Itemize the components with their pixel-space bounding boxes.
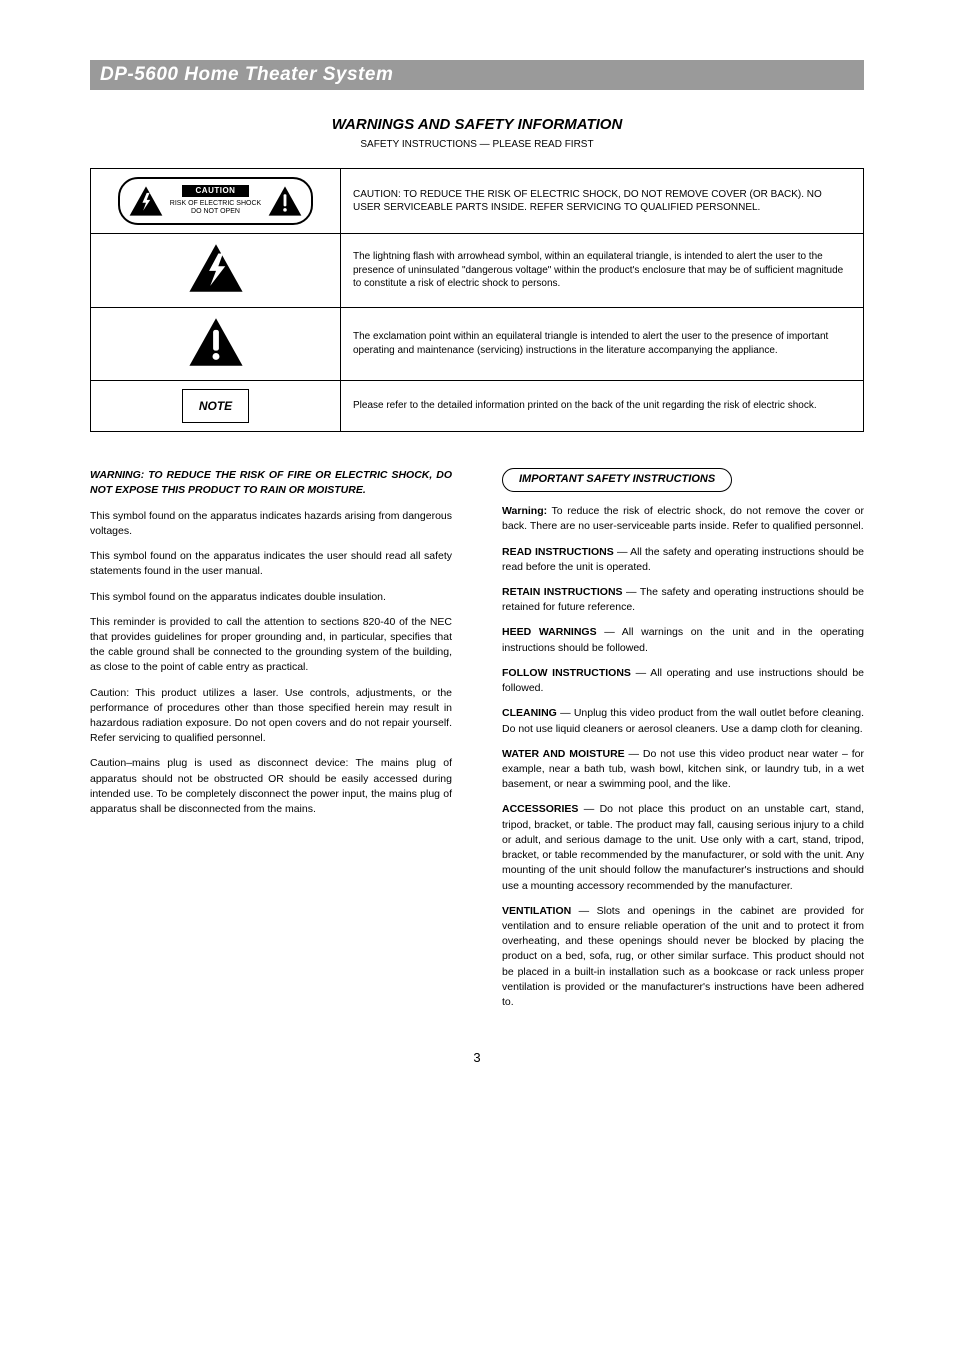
lightning-icon	[187, 242, 245, 294]
caution-text: CAUTION: TO REDUCE THE RISK OF ELECTRIC …	[341, 169, 864, 234]
laser-caution: Caution: This product utilizes a laser. …	[90, 686, 452, 747]
note-cell: NOTE	[91, 381, 341, 432]
right-warning: Warning: To reduce the risk of electric …	[502, 504, 864, 534]
instruction-text: — Slots and openings in the cabinet are …	[502, 905, 864, 1008]
instruction-item: READ INSTRUCTIONS — All the safety and o…	[502, 545, 864, 575]
left-para-c: This symbol found on the apparatus indic…	[90, 590, 452, 605]
instruction-item: RETAIN INSTRUCTIONS — The safety and ope…	[502, 585, 864, 615]
instruction-label: VENTILATION	[502, 905, 571, 917]
left-column: WARNING: TO REDUCE THE RISK OF FIRE OR E…	[90, 468, 452, 1020]
caution-line2: DO NOT OPEN	[170, 208, 261, 216]
warning-word: Warning:	[502, 505, 547, 517]
page-number: 3	[90, 1050, 864, 1065]
instruction-item: CLEANING — Unplug this video product fro…	[502, 706, 864, 736]
instruction-text: — Do not place this product on an unstab…	[502, 803, 864, 891]
right-column: IMPORTANT SAFETY INSTRUCTIONS Warning: T…	[502, 468, 864, 1020]
exclamation-icon	[187, 316, 245, 368]
note-label: NOTE	[182, 389, 249, 423]
exclamation-cell	[91, 307, 341, 381]
lightning-text: The lightning flash with arrowhead symbo…	[341, 234, 864, 308]
instruction-item: HEED WARNINGS — All warnings on the unit…	[502, 625, 864, 655]
plug-caution: Caution–mains plug is used as disconnect…	[90, 756, 452, 817]
important-safety-box: IMPORTANT SAFETY INSTRUCTIONS	[502, 468, 732, 492]
safety-subtitle: SAFETY INSTRUCTIONS — PLEASE READ FIRST	[90, 139, 864, 150]
safety-table: CAUTION RISK OF ELECTRIC SHOCK DO NOT OP…	[90, 168, 864, 432]
instruction-label: FOLLOW INSTRUCTIONS	[502, 667, 631, 679]
warning-rest: To reduce the risk of electric shock, do…	[502, 505, 864, 532]
lightning-icon	[128, 185, 164, 217]
lightning-cell	[91, 234, 341, 308]
instruction-label: HEED WARNINGS	[502, 626, 597, 638]
caution-panel-cell: CAUTION RISK OF ELECTRIC SHOCK DO NOT OP…	[91, 169, 341, 234]
instruction-item: FOLLOW INSTRUCTIONS — All operating and …	[502, 666, 864, 696]
instruction-item: ACCESSORIES — Do not place this product …	[502, 802, 864, 893]
instruction-label: CLEANING	[502, 707, 557, 719]
instruction-label: ACCESSORIES	[502, 803, 578, 815]
header-bar: DP-5600 Home Theater System	[90, 60, 864, 90]
warning-line: WARNING: TO REDUCE THE RISK OF FIRE OR E…	[90, 468, 452, 498]
exclamation-icon	[267, 185, 303, 217]
instruction-list: READ INSTRUCTIONS — All the safety and o…	[502, 545, 864, 1011]
instruction-label: READ INSTRUCTIONS	[502, 546, 614, 558]
instruction-text: — Unplug this video product from the wal…	[502, 707, 864, 734]
exclamation-text: The exclamation point within an equilate…	[341, 307, 864, 381]
left-para-d: This reminder is provided to call the at…	[90, 615, 452, 676]
caution-label: CAUTION	[182, 185, 250, 197]
instruction-item: WATER AND MOISTURE — Do not use this vid…	[502, 747, 864, 793]
instruction-item: VENTILATION — Slots and openings in the …	[502, 904, 864, 1011]
left-para-a: This symbol found on the apparatus indic…	[90, 509, 452, 539]
left-para-b: This symbol found on the apparatus indic…	[90, 549, 452, 579]
safety-title: WARNINGS AND SAFETY INFORMATION	[90, 116, 864, 133]
instruction-label: WATER AND MOISTURE	[502, 748, 625, 760]
note-text: Please refer to the detailed information…	[341, 381, 864, 432]
instruction-label: RETAIN INSTRUCTIONS	[502, 586, 623, 598]
caution-line1: RISK OF ELECTRIC SHOCK	[170, 200, 261, 208]
